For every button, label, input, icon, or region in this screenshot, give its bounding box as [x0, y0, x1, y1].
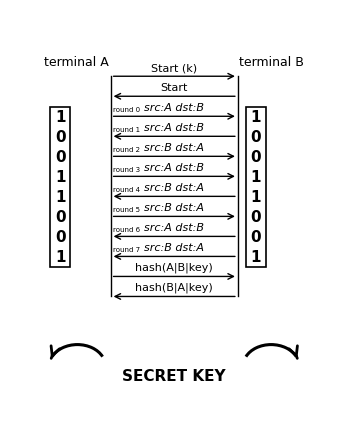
Bar [50, 107, 70, 267]
Text: 1: 1 [55, 190, 66, 205]
Text: 0: 0 [250, 210, 261, 224]
Text: terminal A: terminal A [44, 56, 109, 69]
Text: round 4: round 4 [113, 187, 140, 193]
Text: Start (k): Start (k) [151, 63, 197, 73]
Text: round 2: round 2 [113, 147, 140, 153]
Text: 1: 1 [55, 250, 66, 265]
Text: 1: 1 [55, 169, 66, 184]
Text: round 3: round 3 [113, 167, 140, 173]
Text: Start: Start [160, 83, 188, 93]
Text: src:B dst:A: src:B dst:A [144, 203, 204, 213]
Text: 0: 0 [55, 230, 66, 245]
Text: src:B dst:A: src:B dst:A [144, 243, 204, 253]
Text: 0: 0 [55, 150, 66, 165]
Text: terminal B: terminal B [239, 56, 304, 69]
Text: 0: 0 [55, 210, 66, 224]
Text: round 6: round 6 [113, 227, 140, 233]
Text: 0: 0 [55, 129, 66, 144]
Text: round 0: round 0 [113, 107, 140, 113]
Text: 1: 1 [250, 190, 261, 205]
Text: 0: 0 [250, 230, 261, 245]
Text: 0: 0 [250, 129, 261, 144]
Bar [245, 107, 266, 267]
Text: src:B dst:A: src:B dst:A [144, 143, 204, 153]
Text: src:A dst:B: src:A dst:B [144, 223, 204, 233]
Text: round 7: round 7 [113, 247, 140, 253]
Text: hash(A|B|key): hash(A|B|key) [135, 263, 213, 273]
Text: SECRET KEY: SECRET KEY [122, 369, 226, 384]
Text: hash(B|A|key): hash(B|A|key) [135, 283, 213, 293]
Text: round 5: round 5 [113, 207, 140, 213]
Text: 1: 1 [55, 110, 66, 125]
Text: 0: 0 [250, 150, 261, 165]
Text: src:A dst:B: src:A dst:B [144, 123, 204, 133]
Text: src:B dst:A: src:B dst:A [144, 183, 204, 193]
Text: src:A dst:B: src:A dst:B [144, 163, 204, 173]
Text: 1: 1 [250, 169, 261, 184]
Text: src:A dst:B: src:A dst:B [144, 103, 204, 113]
Text: 1: 1 [250, 110, 261, 125]
Text: 1: 1 [250, 250, 261, 265]
Text: round 1: round 1 [113, 127, 140, 133]
